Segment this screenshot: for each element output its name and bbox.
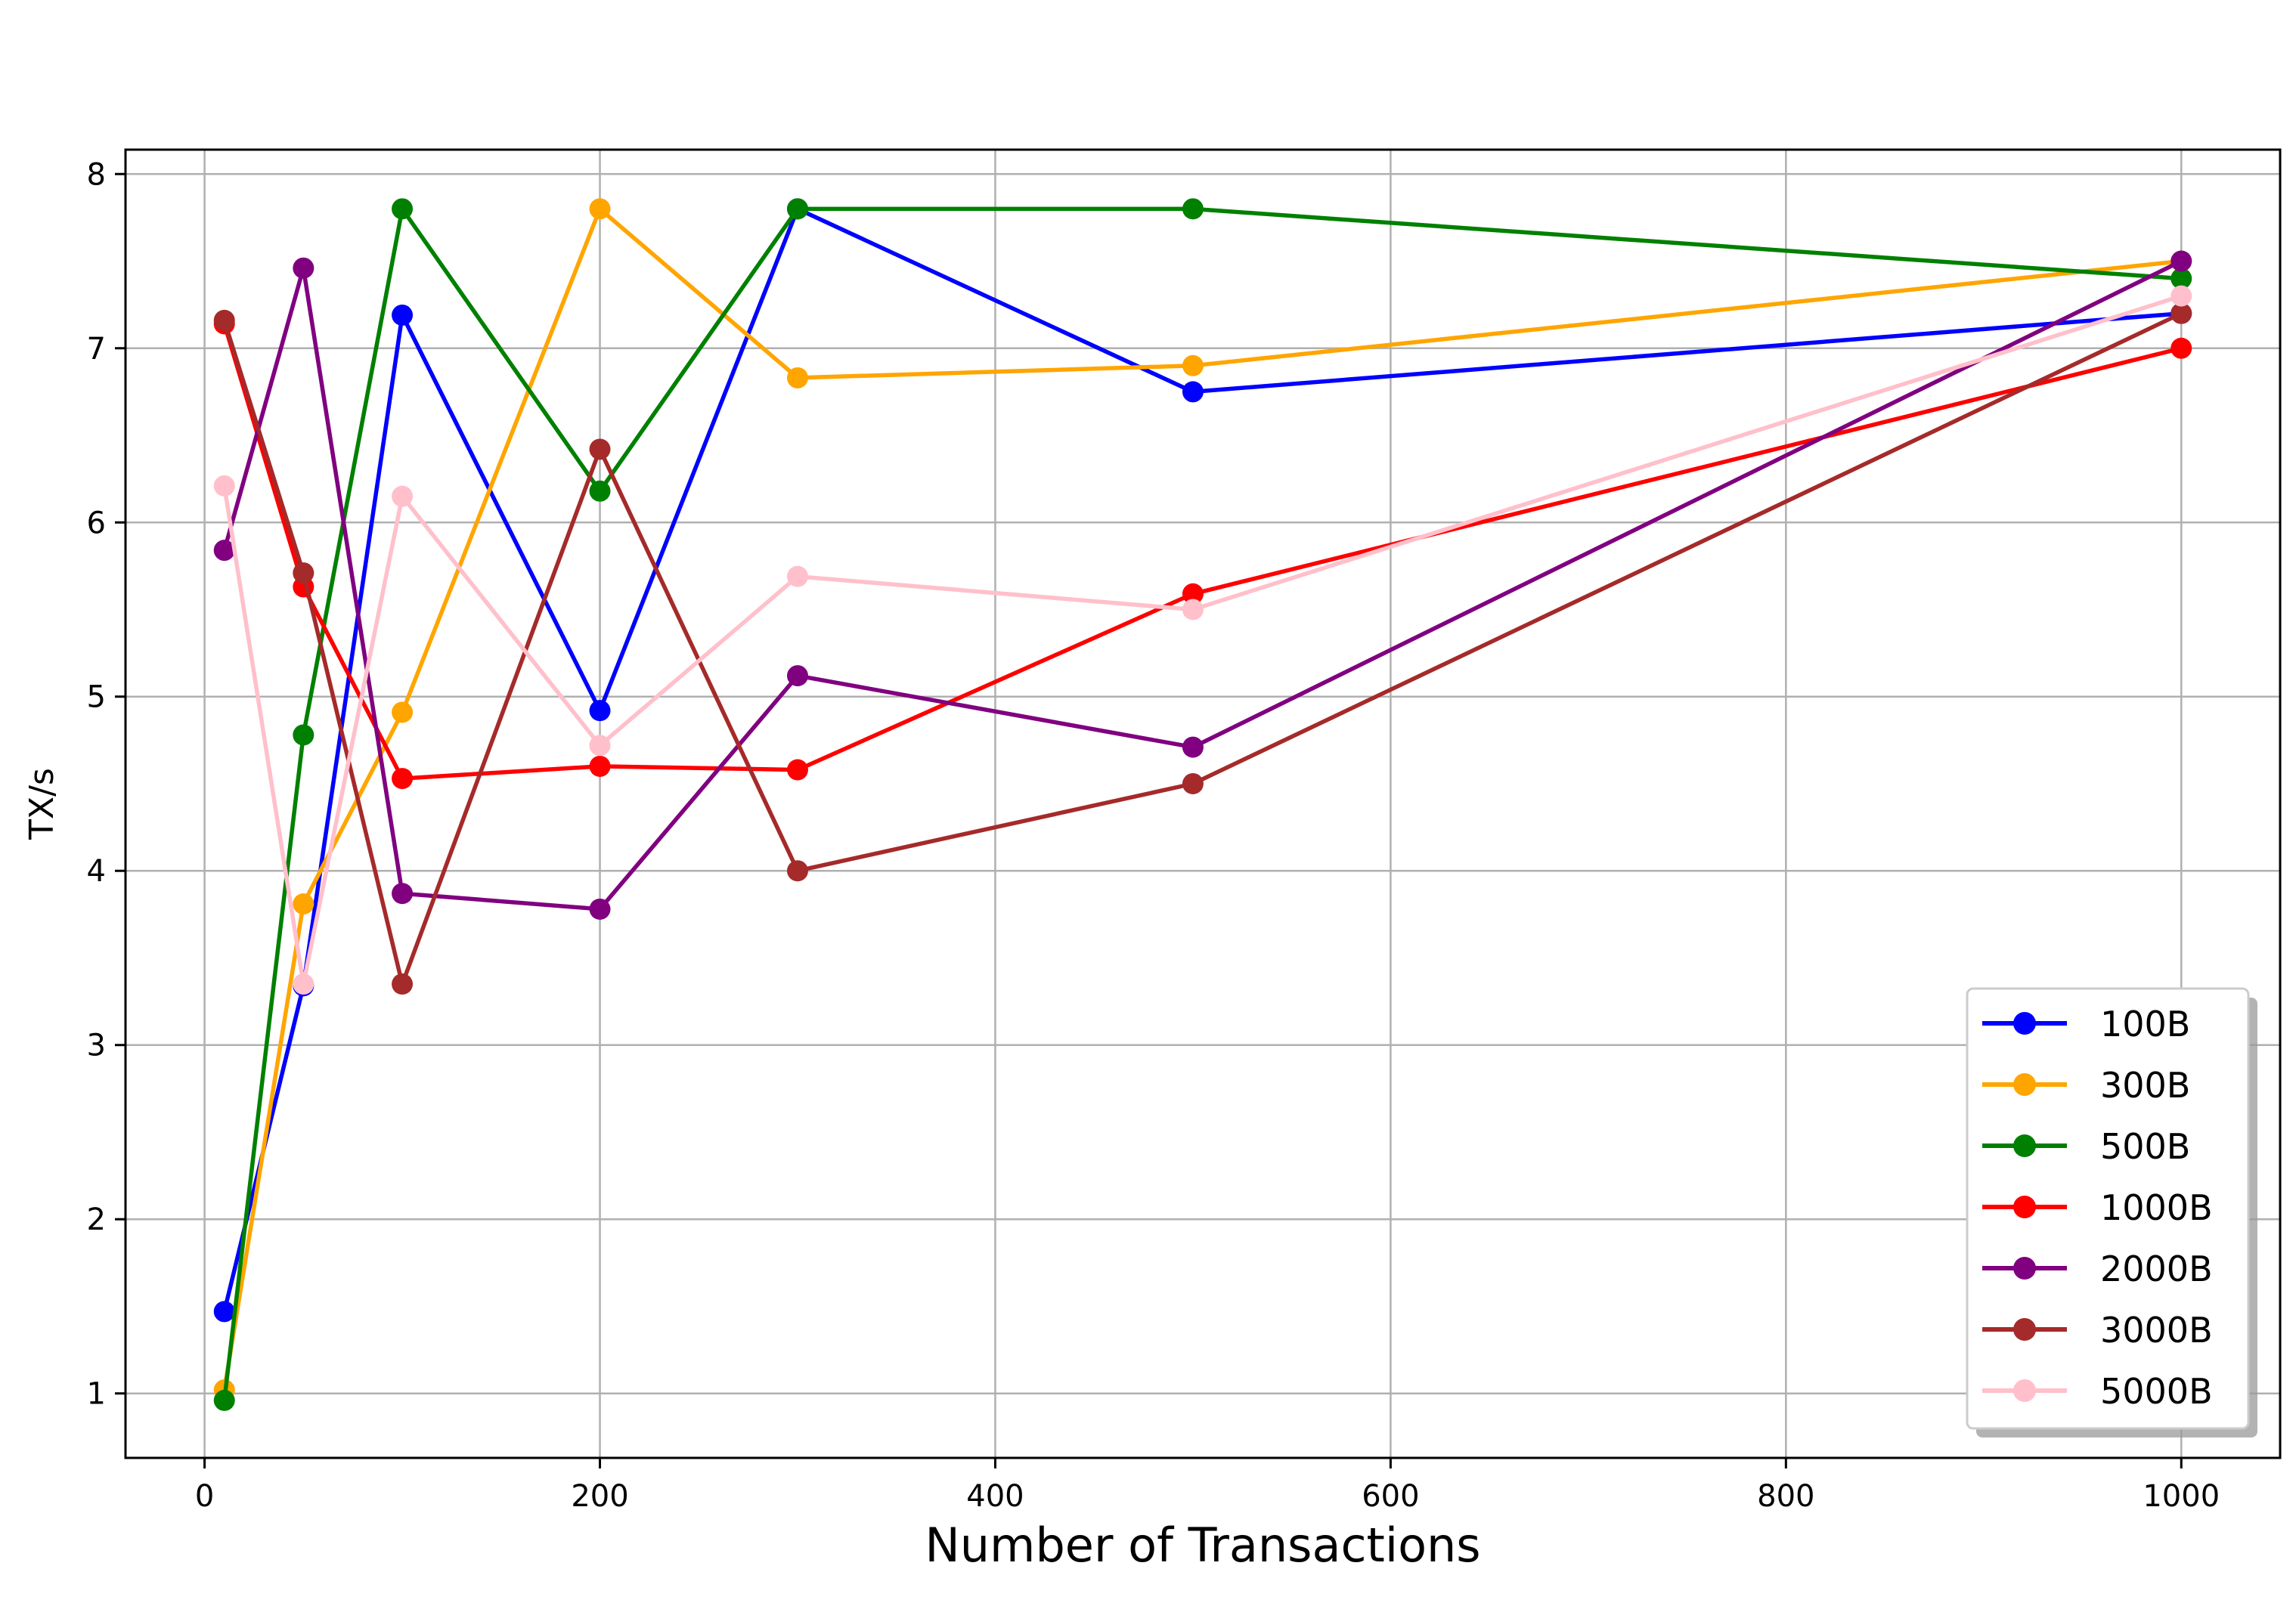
data-point: [786, 860, 808, 882]
legend-item: 300B: [1982, 1065, 2190, 1106]
y-tick-label: 8: [87, 157, 106, 192]
data-point: [1182, 772, 1204, 794]
data-point: [1182, 583, 1204, 605]
legend-swatch-marker: [2013, 1134, 2036, 1157]
x-axis-label: Number of Transactions: [925, 1518, 1480, 1573]
data-point: [786, 367, 808, 388]
data-point: [293, 893, 314, 915]
y-tick-label: 5: [87, 680, 106, 715]
data-point: [2171, 337, 2192, 359]
data-point: [786, 565, 808, 587]
data-point: [589, 898, 611, 920]
data-point: [392, 198, 414, 220]
data-point: [293, 973, 314, 995]
legend-swatch-marker: [2013, 1379, 2036, 1402]
data-point: [392, 304, 414, 326]
data-point: [786, 198, 808, 220]
series-500B: [213, 198, 2192, 1411]
legend-swatch-marker: [2013, 1257, 2036, 1280]
legend-item: 5000B: [1982, 1371, 2213, 1412]
data-point: [786, 665, 808, 687]
data-point: [392, 768, 414, 790]
data-point: [589, 480, 611, 502]
legend: 100B 300B 500B 1000B 2000B 3000B 5000B: [1966, 987, 2257, 1437]
data-point: [2171, 285, 2192, 307]
legend-label: 3000B: [2100, 1310, 2213, 1351]
data-point: [392, 973, 414, 995]
data-point: [392, 883, 414, 905]
legend-box: [1966, 987, 2250, 1430]
legend-item: 2000B: [1982, 1249, 2213, 1289]
y-tick-label: 3: [87, 1029, 106, 1063]
y-tick-label: 6: [87, 506, 106, 540]
data-point: [213, 475, 235, 497]
data-point: [293, 724, 314, 746]
y-tick-label: 2: [87, 1202, 106, 1237]
y-axis-label: TX/s: [23, 768, 61, 840]
data-point: [589, 735, 611, 757]
data-point: [589, 700, 611, 722]
data-point: [2171, 268, 2192, 289]
legend-item: 100B: [1982, 1004, 2190, 1044]
series-3000B: [213, 302, 2192, 995]
data-point: [213, 309, 235, 331]
y-tick-label: 4: [87, 854, 106, 889]
series-layer: [213, 198, 2192, 1411]
x-tick-label: 0: [195, 1479, 214, 1514]
legend-swatch-marker: [2013, 1073, 2036, 1096]
data-point: [1182, 354, 1204, 376]
x-tick-label: 800: [1757, 1479, 1814, 1514]
data-point: [1182, 381, 1204, 403]
axis-ticks: 0 200 400 600 800 1000 1 2 3 4 5 6 7 8: [87, 157, 2220, 1514]
legend-item: 3000B: [1982, 1310, 2213, 1351]
data-point: [786, 759, 808, 781]
legend-swatch-marker: [2013, 1196, 2036, 1218]
x-tick-label: 200: [571, 1479, 628, 1514]
y-tick-label: 1: [87, 1377, 106, 1412]
legend-item: 1000B: [1982, 1187, 2213, 1228]
legend-item: 500B: [1982, 1126, 2190, 1167]
legend-label: 1000B: [2100, 1187, 2213, 1228]
data-point: [213, 1389, 235, 1411]
data-point: [1182, 198, 1204, 220]
legend-label: 2000B: [2100, 1249, 2213, 1289]
y-tick-label: 7: [87, 332, 106, 367]
data-point: [589, 198, 611, 220]
grid-lines: [125, 150, 2280, 1458]
data-point: [1182, 599, 1204, 620]
data-point: [392, 701, 414, 723]
data-point: [589, 755, 611, 777]
legend-swatch-marker: [2013, 1318, 2036, 1341]
data-point: [1182, 736, 1204, 758]
legend-label: 5000B: [2100, 1371, 2213, 1412]
data-point: [589, 438, 611, 460]
data-point: [213, 1301, 235, 1323]
legend-label: 100B: [2100, 1004, 2190, 1044]
data-point: [293, 562, 314, 584]
data-point: [392, 485, 414, 507]
legend-label: 500B: [2100, 1126, 2190, 1167]
x-tick-label: 1000: [2143, 1479, 2220, 1514]
series-5000B: [213, 285, 2192, 995]
plot-area-frame: [124, 148, 2282, 1459]
data-point: [2171, 250, 2192, 272]
legend-swatch-marker: [2013, 1012, 2036, 1035]
data-point: [2171, 302, 2192, 324]
series-2000B: [213, 250, 2192, 920]
data-point: [293, 257, 314, 279]
legend-label: 300B: [2100, 1065, 2190, 1106]
data-point: [213, 540, 235, 562]
x-tick-label: 600: [1362, 1479, 1419, 1514]
x-tick-label: 400: [966, 1479, 1024, 1514]
